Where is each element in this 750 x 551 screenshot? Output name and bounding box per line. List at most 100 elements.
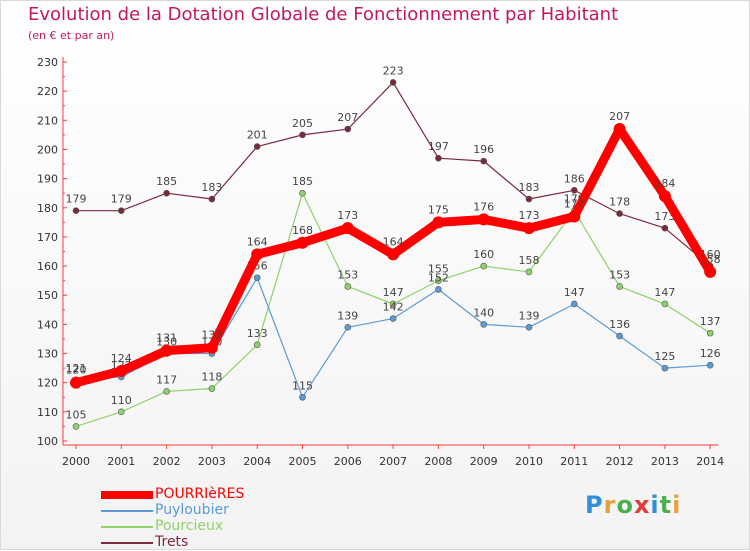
data-point xyxy=(299,189,306,197)
data-label: 121 xyxy=(66,362,87,375)
data-point xyxy=(72,207,80,214)
data-label: 201 xyxy=(247,129,268,142)
data-point xyxy=(299,131,306,139)
data-point xyxy=(389,300,397,308)
data-point xyxy=(435,277,442,284)
x-tick-label: 2005 xyxy=(289,455,317,468)
data-label: 158 xyxy=(519,254,540,267)
data-point xyxy=(72,423,80,430)
data-point xyxy=(296,236,309,249)
data-label: 164 xyxy=(247,235,268,248)
data-point xyxy=(387,248,400,261)
data-label: 185 xyxy=(156,175,177,188)
data-label: 164 xyxy=(383,235,404,248)
data-point xyxy=(163,388,170,395)
data-label: 120 xyxy=(66,364,87,377)
data-point xyxy=(435,154,442,162)
data-label: 118 xyxy=(201,371,222,384)
data-label: 186 xyxy=(564,172,585,185)
data-label: 173 xyxy=(337,209,358,222)
data-point xyxy=(160,344,173,357)
data-label: 152 xyxy=(428,271,449,284)
series-trets: 179 179 185 183 201 205 207 223 197 196 183 186 178 1… xyxy=(66,64,721,270)
data-label: 196 xyxy=(473,143,494,156)
data-point xyxy=(613,123,626,136)
data-point xyxy=(525,323,533,331)
x-tick-label: 2004 xyxy=(243,455,271,468)
x-tick-label: 2009 xyxy=(470,455,498,468)
y-tick-label: 110 xyxy=(37,406,58,419)
data-label: 125 xyxy=(654,350,675,363)
legend-label: Pourcieux xyxy=(155,518,224,534)
data-label: 133 xyxy=(247,327,268,340)
data-label: 176 xyxy=(473,200,494,213)
data-label: 115 xyxy=(292,379,313,392)
data-point xyxy=(477,213,490,226)
data-label: 142 xyxy=(383,301,404,314)
data-point xyxy=(706,361,714,369)
data-point xyxy=(704,265,717,278)
data-label: 197 xyxy=(428,140,449,153)
y-tick-label: 120 xyxy=(37,377,58,390)
data-point xyxy=(344,283,352,290)
legend-swatch xyxy=(101,542,153,544)
y-tick-label: 100 xyxy=(37,435,58,448)
data-point xyxy=(570,186,578,194)
data-label: 153 xyxy=(609,268,630,281)
data-label: 207 xyxy=(337,111,358,124)
data-point xyxy=(208,195,216,203)
data-label: 126 xyxy=(700,347,721,360)
legend-label: POURRIèRES xyxy=(155,486,245,502)
legend-item: Pourcieux xyxy=(101,518,301,535)
data-label: 185 xyxy=(292,175,313,188)
x-tick-label: 2013 xyxy=(651,455,679,468)
data-point xyxy=(299,393,306,401)
data-label: 184 xyxy=(654,177,675,190)
data-label: 132 xyxy=(201,329,222,342)
data-label: 153 xyxy=(337,268,358,281)
y-tick-label: 210 xyxy=(37,114,58,127)
data-point xyxy=(389,79,397,86)
data-label: 124 xyxy=(111,352,132,365)
x-tick-label: 2006 xyxy=(334,455,362,468)
data-label: 139 xyxy=(337,309,358,322)
data-point xyxy=(432,216,445,229)
legend: POURRIèRES Puyloubier Pourcieux Trets xyxy=(101,486,301,551)
data-label: 183 xyxy=(201,181,222,194)
data-point xyxy=(661,364,669,372)
proxiti-logo: Proxiti xyxy=(585,491,682,519)
data-label: 110 xyxy=(111,394,132,407)
chart-subtitle: (en € et par an) xyxy=(28,29,115,42)
data-point xyxy=(435,286,442,293)
data-label: 207 xyxy=(609,110,630,123)
x-tick-label: 2008 xyxy=(424,455,452,468)
data-point xyxy=(115,365,128,378)
y-tick-label: 150 xyxy=(37,289,58,302)
data-point xyxy=(480,262,488,270)
data-point xyxy=(389,315,397,322)
data-label: 183 xyxy=(519,181,540,194)
data-point xyxy=(70,376,82,389)
data-point xyxy=(525,268,533,276)
data-label: 173 xyxy=(519,209,540,222)
data-label: 155 xyxy=(428,263,449,276)
series-pourrières: 120 124 131 132 164 168 173 164 175 176 173 177 207 1… xyxy=(66,110,721,389)
y-tick-label: 180 xyxy=(37,202,58,215)
data-label: 168 xyxy=(292,224,313,237)
data-label: 223 xyxy=(383,64,404,77)
data-point xyxy=(118,408,125,416)
legend-swatch xyxy=(101,510,153,512)
data-point xyxy=(525,195,533,203)
data-label: 160 xyxy=(473,248,494,261)
data-label: 140 xyxy=(473,306,494,319)
data-point xyxy=(344,323,352,331)
y-tick-label: 200 xyxy=(37,143,58,156)
data-label: 147 xyxy=(564,286,585,299)
data-point xyxy=(568,210,581,223)
data-point xyxy=(661,300,669,308)
data-point xyxy=(118,207,125,214)
data-label: 179 xyxy=(111,193,132,206)
data-label: 147 xyxy=(654,286,675,299)
